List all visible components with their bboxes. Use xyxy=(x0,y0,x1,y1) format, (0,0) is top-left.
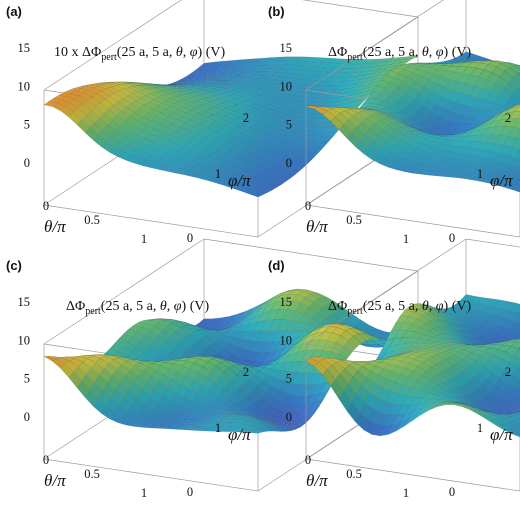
plot-title: ΔΦpert(25 a, 5 a, θ, φ) (V) xyxy=(328,45,471,63)
phi-tick-label: 2 xyxy=(505,365,511,379)
surface xyxy=(43,55,419,198)
z-tick-label: 10 xyxy=(18,79,31,93)
theta-tick-label: 1 xyxy=(403,486,409,500)
surface-patch xyxy=(268,181,282,188)
z-tick-label: 0 xyxy=(24,156,30,170)
surface-patch xyxy=(305,150,320,158)
theta-tick-label: 1 xyxy=(141,232,147,246)
surface-patch xyxy=(517,177,520,181)
z-tick-label: 10 xyxy=(280,79,293,93)
surface-patch xyxy=(263,184,278,191)
panel-label: (c) xyxy=(6,258,22,273)
surface-patch xyxy=(511,187,520,193)
box-edge xyxy=(203,238,419,272)
surface-patch xyxy=(296,159,311,167)
theta-tick-label: 1 xyxy=(403,232,409,246)
z-tick-label: 5 xyxy=(24,118,30,132)
theta-tick-label: 1 xyxy=(141,486,147,500)
phi-axis-label: φ/π xyxy=(490,425,513,444)
phi-tick-label: 1 xyxy=(477,167,483,181)
z-tick-label: 15 xyxy=(280,295,293,309)
panel-label: (d) xyxy=(268,258,285,273)
z-tick-label: 5 xyxy=(286,118,292,132)
z-tick-label: 5 xyxy=(286,372,292,386)
box-edge xyxy=(43,0,182,91)
theta-tick-label: 0.5 xyxy=(84,467,100,481)
surface-patch xyxy=(511,89,520,103)
surface-patch xyxy=(249,191,264,198)
box-edge xyxy=(43,458,259,492)
theta-tick-label: 0 xyxy=(43,199,49,213)
phi-tick-label: 1 xyxy=(215,167,221,181)
surface-patch xyxy=(352,98,367,106)
box-edge xyxy=(43,204,259,238)
surface-patch xyxy=(287,167,301,175)
phi-tick-label: 0 xyxy=(449,485,455,499)
z-tick-label: 15 xyxy=(280,41,293,55)
phi-tick-label: 2 xyxy=(505,111,511,125)
theta-tick-label: 0.5 xyxy=(84,213,100,227)
z-tick-label: 15 xyxy=(18,295,31,309)
z-tick-label: 0 xyxy=(286,156,292,170)
box-edge xyxy=(305,204,520,238)
phi-axis-label: φ/π xyxy=(228,425,251,444)
z-tick-label: 5 xyxy=(24,372,30,386)
surface-patch xyxy=(405,55,419,60)
panel-4: (d)ΔΦpert(25 a, 5 a, θ, φ) (V)05101500.5… xyxy=(268,238,520,500)
surface-patch xyxy=(324,130,339,137)
surface-patch xyxy=(508,126,520,139)
theta-axis-label: θ/π xyxy=(44,217,66,236)
z-tick-label: 15 xyxy=(18,41,31,55)
panel-2: (b)ΔΦpert(25 a, 5 a, θ, φ) (V)05101500.5… xyxy=(268,0,520,246)
surface-patch xyxy=(352,333,367,344)
surface xyxy=(305,51,520,193)
box-edge xyxy=(466,0,520,17)
surface-patch xyxy=(517,71,520,76)
phi-tick-label: 2 xyxy=(243,365,249,379)
theta-tick-label: 0.5 xyxy=(346,213,362,227)
phi-tick-label: 0 xyxy=(187,485,193,499)
surface-patch xyxy=(510,104,520,109)
z-tick-label: 0 xyxy=(286,410,292,424)
surface-patch xyxy=(395,61,409,67)
surface-patch xyxy=(507,183,520,189)
surface-patch xyxy=(357,332,372,341)
panel-1: (a)10 x ΔΦpert(25 a, 5 a, θ, φ) (V)05101… xyxy=(6,0,419,246)
phi-tick-label: 0 xyxy=(449,231,455,245)
panel-label: (a) xyxy=(6,4,22,19)
phi-axis-label: φ/π xyxy=(228,171,251,190)
theta-axis-label: θ/π xyxy=(306,217,328,236)
surface-patch xyxy=(258,187,273,193)
theta-tick-label: 0 xyxy=(305,453,311,467)
box-edge xyxy=(43,238,205,345)
plot-title: ΔΦpert(25 a, 5 a, θ, φ) (V) xyxy=(66,299,209,317)
box-edge xyxy=(465,238,520,248)
surface-patch xyxy=(511,137,520,151)
surface-patch xyxy=(517,114,520,120)
panel-label: (b) xyxy=(268,4,285,19)
theta-tick-label: 0 xyxy=(305,199,311,213)
z-tick-label: 0 xyxy=(24,410,30,424)
theta-tick-label: 0 xyxy=(43,453,49,467)
theta-axis-label: θ/π xyxy=(44,471,66,490)
phi-tick-label: 1 xyxy=(215,421,221,435)
phi-axis-label: φ/π xyxy=(490,171,513,190)
box-edge xyxy=(305,0,444,91)
z-tick-label: 10 xyxy=(18,333,31,347)
surface-patch xyxy=(315,141,329,148)
surface-patch xyxy=(510,158,520,169)
box-edge xyxy=(305,458,520,492)
phi-tick-label: 2 xyxy=(243,111,249,125)
plot-title: 10 x ΔΦpert(25 a, 5 a, θ, φ) (V) xyxy=(54,45,225,63)
theta-axis-label: θ/π xyxy=(306,471,328,490)
z-tick-label: 10 xyxy=(280,333,293,347)
phi-tick-label: 0 xyxy=(187,231,193,245)
phi-tick-label: 1 xyxy=(477,421,483,435)
surface-patch xyxy=(515,149,520,161)
box-edge xyxy=(301,0,419,18)
theta-tick-label: 0.5 xyxy=(346,467,362,481)
